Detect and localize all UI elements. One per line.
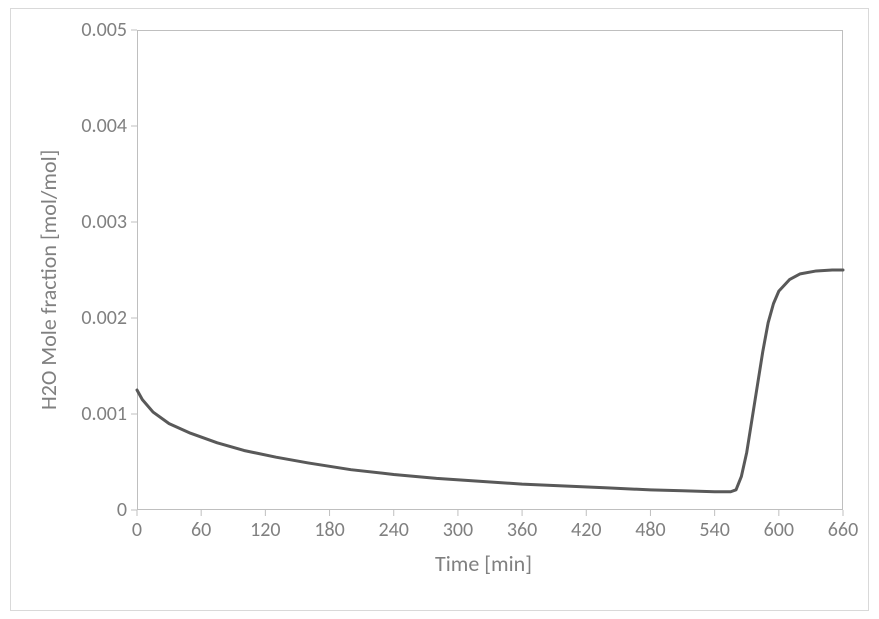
x-axis-title: Time [min] — [435, 550, 532, 577]
x-tick-label: 660 — [828, 518, 858, 542]
x-tick-label: 480 — [635, 518, 665, 542]
x-tick-label: 300 — [443, 518, 473, 542]
x-tick-label: 420 — [571, 518, 601, 542]
x-tick-label: 180 — [314, 518, 344, 542]
series-line — [137, 270, 843, 492]
x-tick-label: 540 — [699, 518, 729, 542]
x-tick-label: 360 — [507, 518, 537, 542]
y-axis-title: H2O Mole fraction [mol/mol] — [35, 150, 62, 410]
x-tick-label: 120 — [250, 518, 280, 542]
y-tick-label: 0.003 — [47, 210, 127, 234]
x-tick-label: 240 — [379, 518, 409, 542]
x-tick-label: 60 — [191, 518, 211, 542]
y-tick-label: 0 — [47, 498, 127, 522]
x-tick-label: 600 — [764, 518, 794, 542]
y-tick-label: 0.001 — [47, 402, 127, 426]
y-tick-label: 0.004 — [47, 114, 127, 138]
x-tick-label: 0 — [132, 518, 142, 542]
y-tick-label: 0.005 — [47, 18, 127, 42]
y-tick-label: 0.002 — [47, 306, 127, 330]
